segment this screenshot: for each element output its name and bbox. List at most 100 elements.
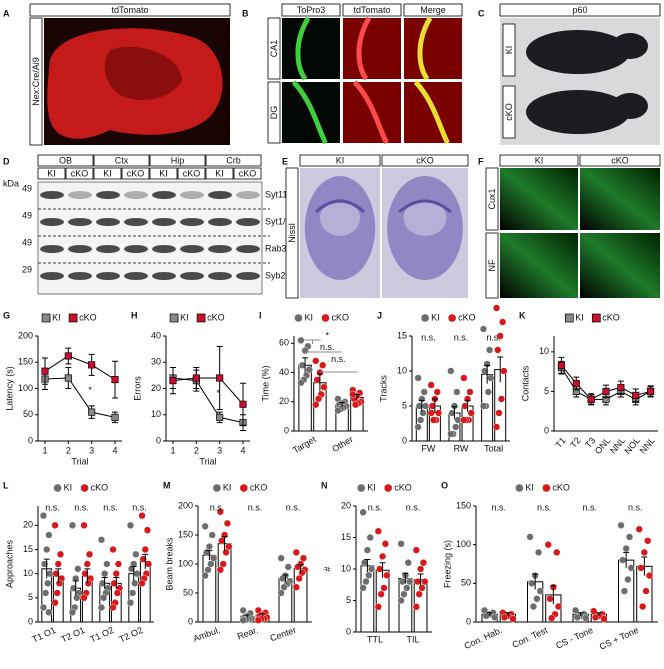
marker [368,565,376,573]
error-bar [431,398,438,413]
marker [637,564,645,572]
error-bar [402,572,409,584]
label-box [499,3,661,17]
marker [97,536,106,544]
error-bar [353,393,360,401]
y-tick-label: 40 [279,367,289,377]
marker [113,589,121,597]
marker [421,402,430,410]
marker [292,548,300,557]
panel-letter: M [163,480,171,490]
band [124,272,148,280]
marker [587,395,595,403]
legend-label: KI [525,482,534,492]
marker [379,552,387,561]
marker [374,603,382,611]
marker [64,374,72,382]
x-tick-label: 4 [112,445,117,455]
legend-marker [542,483,551,493]
marker [216,374,224,382]
mw-marker: 49 [22,183,32,193]
marker [420,388,428,396]
x-tick-label: NNL [638,435,657,455]
marker [132,550,140,558]
marker [482,612,490,620]
y-axis-title: Time (%) [260,365,270,401]
panel-letter: D [3,156,10,166]
x-tick-label: 2 [66,445,71,455]
error-bar [364,559,371,573]
legend-marker [420,313,430,323]
legend-label: KI [575,312,584,322]
band [208,245,232,253]
marker [138,512,146,520]
marker [448,409,456,417]
marker [647,387,655,395]
y-tick-label: 30 [151,357,161,367]
marker [617,383,625,392]
marker [74,565,82,573]
marker [554,602,563,611]
legend-label: KI [367,482,376,492]
x-axis-title: Trial [71,456,88,466]
marker [494,346,502,354]
label-box [502,23,516,77]
marker [485,346,494,354]
band [236,191,260,199]
marker [239,400,247,408]
mouse [612,33,648,59]
marker [467,409,475,417]
x-tick-label: NOL [623,435,643,456]
band [96,272,120,280]
line [44,355,116,380]
micrograph [343,18,401,79]
marker [380,584,388,592]
y-axis-title: Tracks [378,375,388,402]
marker [210,554,218,562]
x-tick-label: T1 O1 [30,625,57,645]
marker [103,560,111,568]
marker [54,560,62,568]
marker [622,544,630,553]
band [236,245,260,253]
legend-marker [68,313,78,323]
marker [42,589,50,597]
error-bar [641,556,648,576]
header-label: cKO [416,155,434,165]
header-label: KI [47,168,56,178]
y-tick-label: 20 [23,520,33,530]
header-label: KI [159,168,168,178]
band [152,191,176,199]
y-tick-label: 20 [151,383,161,393]
x-tick-label: 4 [240,445,245,455]
marker [218,537,226,545]
marker [84,579,92,587]
marker [400,590,408,598]
cell-layer [417,16,433,81]
marker [365,571,373,579]
marker [419,559,428,567]
header-label: Ctx [115,155,129,165]
marker [73,594,81,602]
marker [433,388,441,396]
annotation: n.s. [132,502,147,512]
marker [557,361,565,369]
marker [143,526,152,534]
marker [412,546,420,554]
marker [83,560,91,568]
marker [51,599,59,607]
marker [544,541,552,549]
y-tick-label: 5 [544,386,549,396]
annotation: n.s. [210,502,225,512]
marker [239,606,247,615]
micrograph [580,233,660,298]
marker [600,615,608,623]
x-tick-label: ONL [593,435,613,456]
marker [582,614,590,622]
y-axis-title: Freezing (s) [442,540,452,588]
marker [461,402,469,410]
panel-letter: G [3,310,10,320]
y-tick-label: 10 [341,563,351,573]
legend-label: KI [52,312,61,322]
error-bar [484,364,491,384]
